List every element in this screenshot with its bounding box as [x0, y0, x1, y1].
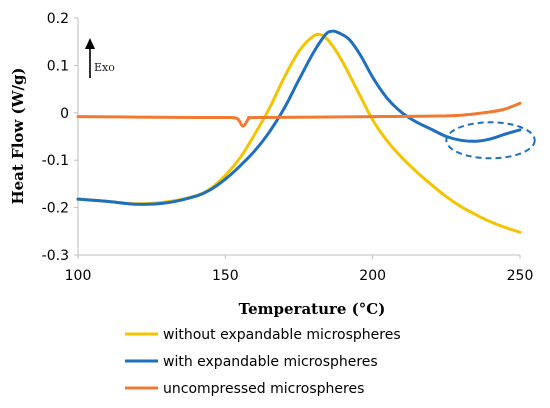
x-tick-label: 100	[65, 268, 92, 284]
y-tick-label: -0.3	[42, 248, 69, 264]
y-tick-label: 0	[60, 106, 69, 122]
exo-label: Exo	[94, 61, 115, 74]
x-tick-label: 200	[359, 268, 386, 284]
plot-area: -0.3 -0.2 -0.1 0 0.1 0.2 100 150 200 250 Exo	[42, 11, 536, 284]
series-line-uncompressed-microspheres	[76, 101, 522, 128]
x-axis-title: Temperature (°C)	[239, 300, 386, 318]
y-tick-label: 0.2	[47, 11, 69, 27]
series-lines	[76, 29, 522, 234]
y-tick-label: 0.1	[47, 58, 69, 74]
legend-label: without expandable microspheres	[163, 327, 401, 343]
series-line-with-expandable-microspheres	[76, 29, 522, 206]
legend-label: uncompressed microspheres	[163, 381, 364, 397]
highlight-ellipse	[445, 121, 536, 160]
exo-arrow-head	[85, 38, 95, 49]
legend-label: with expandable microspheres	[163, 354, 378, 370]
x-tick-label: 250	[507, 268, 534, 284]
x-tick-label: 150	[212, 268, 239, 284]
y-tick-label: -0.1	[42, 153, 69, 169]
exo-annotation: Exo	[85, 38, 115, 78]
y-axis-ticks: -0.3 -0.2 -0.1 0 0.1 0.2	[42, 11, 78, 264]
series-line-without-expandable-microspheres	[76, 32, 522, 234]
legend: without expandable microspheres with expa…	[125, 327, 401, 397]
y-axis-title: Heat Flow (W/g)	[9, 67, 27, 204]
x-axis-ticks: 100 150 200 250	[65, 255, 534, 284]
y-tick-label: -0.2	[42, 201, 69, 217]
